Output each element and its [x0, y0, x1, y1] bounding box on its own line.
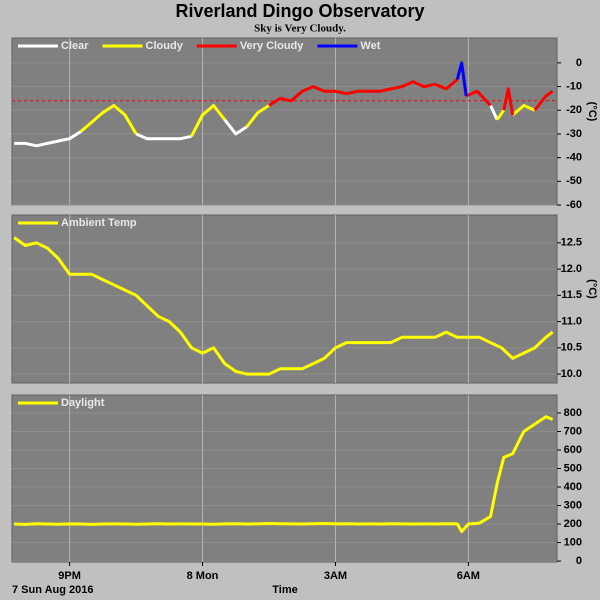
y-tick-label: 200: [564, 518, 582, 530]
y-tick-label: -60: [566, 199, 582, 211]
plot-area: [11, 394, 558, 563]
legend-label: Ambient Temp: [61, 217, 137, 229]
series-line: [79, 104, 536, 137]
y-tick-label: 600: [564, 444, 582, 456]
x-axis-label: Time: [272, 584, 297, 596]
chart-subtitle: Sky is Very Cloudy.: [254, 23, 346, 35]
y-tick-label: 100: [564, 536, 582, 548]
y-tick-label: 12.5: [561, 237, 582, 249]
legend-label: Wet: [360, 40, 380, 52]
y-tick-label: -50: [566, 175, 582, 187]
date-label: 7 Sun Aug 2016: [12, 584, 94, 596]
y-tick-label: 10.5: [561, 342, 582, 354]
plot-area: [11, 37, 558, 206]
y-tick-label: -30: [566, 128, 582, 140]
x-tick-label: 3AM: [324, 570, 347, 582]
series-line: [14, 415, 554, 533]
y-tick-label: 0: [576, 57, 582, 69]
y-tick-label: 10.0: [561, 368, 582, 380]
legend-label: Daylight: [61, 397, 105, 409]
series-line: [13, 236, 554, 376]
y-axis-label: (°C): [586, 279, 598, 299]
y-tick-label: 12.0: [561, 263, 582, 275]
y-tick-label: -40: [566, 152, 582, 164]
y-axis-label: (°C): [586, 102, 598, 122]
plot-area: [11, 214, 558, 384]
series-line: [268, 78, 554, 116]
legend-label: Clear: [61, 40, 89, 52]
y-tick-label: 700: [564, 425, 582, 437]
chart-title: Riverland Dingo Observatory: [175, 1, 424, 21]
x-tick-label: 8 Mon: [187, 570, 219, 582]
y-tick-label: 800: [564, 407, 582, 419]
legend-label: Very Cloudy: [240, 40, 304, 52]
y-tick-label: 11.5: [561, 289, 582, 301]
series-line: [455, 61, 468, 97]
y-tick-label: 0: [576, 555, 582, 567]
y-tick-label: 500: [564, 462, 582, 474]
y-tick-label: 11.0: [561, 315, 582, 327]
x-tick-label: 6AM: [457, 570, 480, 582]
y-tick-label: 300: [564, 499, 582, 511]
y-tick-label: 400: [564, 481, 582, 493]
x-tick-label: 9PM: [58, 570, 81, 582]
y-tick-label: -20: [566, 104, 582, 116]
legend-label: Cloudy: [146, 40, 184, 52]
series-line: [14, 104, 499, 148]
y-tick-label: -10: [566, 80, 582, 92]
